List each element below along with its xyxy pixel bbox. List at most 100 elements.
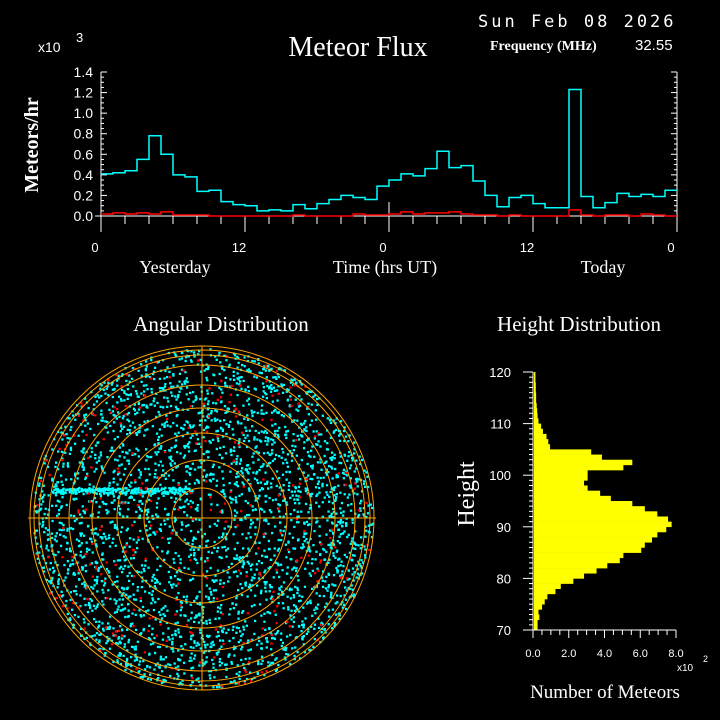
meteor-point	[344, 522, 348, 525]
meteor-point	[140, 489, 143, 492]
meteor-point	[310, 465, 313, 468]
meteor-point	[286, 595, 289, 598]
meteor-point	[151, 576, 154, 579]
meteor-point	[120, 425, 123, 428]
meteor-point	[170, 647, 173, 650]
meteor-point	[300, 546, 303, 549]
meteor-point	[139, 675, 142, 679]
meteor-point-secondary	[132, 608, 136, 611]
meteor-point	[300, 510, 303, 513]
meteor-point	[117, 488, 120, 491]
meteor-point	[249, 589, 253, 592]
y-tick-label: 1.4	[74, 64, 94, 80]
meteor-point	[123, 456, 126, 459]
meteor-point	[271, 653, 274, 657]
meteor-point	[232, 625, 235, 628]
meteor-point-secondary	[40, 479, 43, 482]
meteor-point	[216, 569, 220, 572]
meteor-point	[317, 617, 320, 620]
meteor-point	[130, 664, 133, 668]
meteor-point	[109, 521, 112, 524]
meteor-point	[292, 596, 296, 599]
meteor-point	[180, 357, 184, 360]
meteor-point	[220, 509, 224, 512]
meteor-point	[361, 572, 364, 575]
meteor-point	[175, 398, 178, 401]
meteor-point	[302, 624, 305, 627]
meteor-point	[54, 483, 57, 486]
meteor-point	[229, 680, 232, 684]
meteor-point	[247, 639, 250, 642]
meteor-point	[345, 607, 348, 611]
meteor-point	[112, 489, 115, 492]
meteor-point	[82, 468, 85, 472]
meteor-point	[72, 514, 76, 518]
meteor-point	[308, 648, 311, 652]
meteor-point-secondary	[290, 404, 293, 407]
meteor-point	[136, 586, 139, 589]
meteor-point	[130, 557, 133, 560]
meteor-point-secondary	[289, 398, 292, 401]
meteor-point-secondary	[245, 575, 248, 578]
meteor-point	[187, 398, 190, 401]
meteor-point	[90, 450, 94, 454]
meteor-point	[244, 436, 247, 440]
meteor-point	[143, 434, 146, 437]
meteor-point	[60, 505, 63, 508]
meteor-point-secondary	[189, 506, 193, 509]
meteor-point	[126, 628, 129, 631]
meteor-point	[140, 392, 143, 395]
meteor-point	[198, 612, 201, 615]
meteor-point	[364, 529, 368, 532]
meteor-point	[37, 484, 41, 487]
meteor-point	[146, 455, 149, 458]
meteor-point	[293, 566, 296, 569]
meteor-point-secondary	[286, 621, 289, 624]
meteor-point	[143, 390, 146, 393]
meteor-point	[145, 373, 148, 376]
meteor-point	[187, 355, 191, 358]
meteor-point	[347, 504, 350, 507]
meteor-point	[282, 484, 285, 487]
meteor-point	[89, 427, 92, 431]
meteor-point	[346, 459, 349, 462]
meteor-point	[115, 610, 118, 613]
meteor-point	[56, 468, 60, 471]
meteor-point	[247, 397, 251, 400]
meteor-point-secondary	[86, 597, 89, 601]
meteor-point	[168, 449, 172, 452]
meteor-point	[168, 581, 171, 584]
meteor-point	[300, 630, 303, 633]
meteor-point	[291, 455, 294, 458]
meteor-point	[145, 490, 148, 493]
meteor-point	[244, 581, 247, 584]
meteor-point	[352, 547, 355, 550]
meteor-point	[177, 628, 180, 631]
meteor-point	[278, 367, 281, 370]
meteor-point	[285, 390, 288, 393]
meteor-point	[53, 438, 56, 441]
meteor-point	[218, 536, 221, 539]
meteor-point	[147, 508, 150, 511]
meteor-point	[340, 560, 343, 563]
meteor-point	[177, 657, 180, 661]
meteor-point	[205, 425, 209, 428]
meteor-point	[183, 566, 186, 569]
meteor-point	[154, 469, 157, 472]
meteor-point	[265, 431, 269, 434]
meteor-point	[179, 401, 182, 404]
meteor-point	[115, 599, 118, 603]
meteor-point	[286, 398, 290, 401]
meteor-point	[246, 677, 249, 681]
meteor-point	[196, 363, 200, 366]
meteor-point	[258, 541, 261, 544]
meteor-point	[42, 496, 45, 499]
meteor-point	[143, 420, 146, 423]
meteor-point	[343, 453, 346, 456]
meteor-point	[351, 521, 354, 524]
meteor-point-secondary	[91, 575, 94, 578]
meteor-point	[116, 659, 119, 662]
meteor-point	[159, 460, 162, 463]
meteor-point	[70, 425, 73, 429]
meteor-point	[167, 663, 170, 666]
